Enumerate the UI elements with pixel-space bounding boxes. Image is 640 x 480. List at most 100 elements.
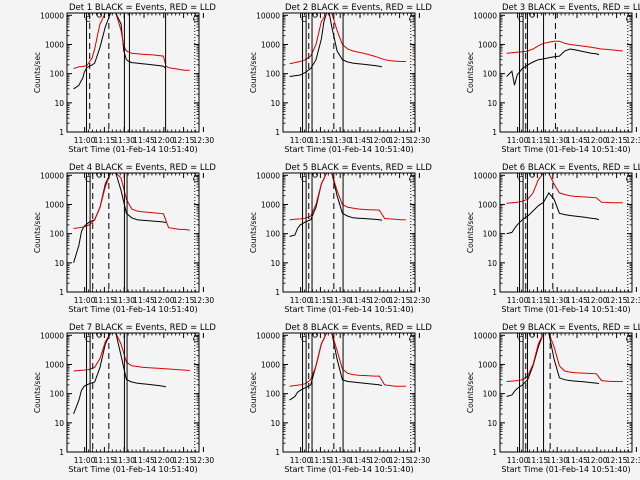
x-tick-label: 11:15 xyxy=(94,136,116,145)
x-tick-label: 11:45 xyxy=(566,456,588,465)
lld-series-line xyxy=(506,173,623,204)
y-tick-label: 1000 xyxy=(45,200,64,209)
x-axis-label: Start Time (01-Feb-14 10:51:40) xyxy=(68,145,197,154)
lld-series-line xyxy=(506,40,623,54)
y-tick-label: 10 xyxy=(487,99,497,108)
x-tick-label: 11:15 xyxy=(310,456,332,465)
y-tick-label: 1 xyxy=(492,448,497,457)
x-axis-label: Start Time (01-Feb-14 10:51:40) xyxy=(501,465,630,474)
y-tick-label: 1 xyxy=(59,128,64,137)
x-tick-label: 11:00 xyxy=(290,136,312,145)
detector-panel: Det 4 BLACK = Events, RED = LLD C C 1 10 100 1… xyxy=(33,163,216,314)
x-axis-label: Start Time (01-Feb-14 10:51:40) xyxy=(284,145,413,154)
y-tick-label: 1 xyxy=(275,448,280,457)
y-tick-label: 10000 xyxy=(473,171,497,180)
c-marker-label: C xyxy=(626,15,632,24)
y-axis-label: Counts/sec xyxy=(466,212,475,253)
x-tick-label: 12:15 xyxy=(173,456,195,465)
panel-title: Det 3 BLACK = Events, RED = LLD xyxy=(502,3,640,13)
series-group xyxy=(289,173,406,237)
x-tick-label: 12:30 xyxy=(409,136,431,145)
detector-panel: Det 8 BLACK = Events, RED = LLD C C 1 10 100 1… xyxy=(249,323,432,474)
panel-frame xyxy=(66,172,200,293)
y-tick-label: 1 xyxy=(275,128,280,137)
x-tick-label: 11:00 xyxy=(507,136,529,145)
y-axis-label: Counts/sec xyxy=(33,52,42,93)
detector-panel: Det 9 BLACK = Events, RED = LLD C C 1 10 100 1… xyxy=(466,323,640,474)
x-tick-label: 12:00 xyxy=(369,136,391,145)
y-axis-label: Counts/sec xyxy=(33,372,42,413)
x-tick-label: 11:00 xyxy=(290,456,312,465)
panel-frame xyxy=(499,332,633,453)
x-tick-label: 12:15 xyxy=(389,136,411,145)
x-tick-label: 11:45 xyxy=(349,136,371,145)
panel-title: Det 1 BLACK = Events, RED = LLD xyxy=(69,3,216,13)
y-tick-label: 100 xyxy=(266,390,281,399)
x-tick-label: 12:00 xyxy=(153,456,175,465)
series-group xyxy=(289,333,406,401)
detector-panel: Det 5 BLACK = Events, RED = LLD C C 1 10 100 1… xyxy=(249,163,432,314)
x-tick-label: 11:15 xyxy=(527,456,549,465)
x-tick-label: 12:30 xyxy=(409,456,431,465)
c-marker-label: C xyxy=(301,175,307,184)
y-tick-label: 1 xyxy=(275,288,280,297)
series-group xyxy=(289,13,406,77)
x-axis-label: Start Time (01-Feb-14 10:51:40) xyxy=(284,465,413,474)
y-tick-label: 10 xyxy=(270,419,280,428)
series-group xyxy=(506,173,623,235)
panel-title: Det 6 BLACK = Events, RED = LLD xyxy=(502,163,640,173)
c-marker-label: C xyxy=(409,175,415,184)
y-tick-label: 1 xyxy=(492,128,497,137)
x-tick-label: 11:45 xyxy=(349,456,371,465)
panel-frame xyxy=(499,12,633,133)
x-tick-label: 11:30 xyxy=(546,136,568,145)
c-marker-label: C xyxy=(409,335,415,344)
y-tick-label: 1000 xyxy=(45,360,64,369)
events-series-line xyxy=(73,333,167,415)
events-series-line xyxy=(289,173,383,237)
detector-panel: Det 7 BLACK = Events, RED = LLD C C 1 10 100 1… xyxy=(33,323,216,474)
lld-series-line xyxy=(73,333,190,372)
x-tick-label: 12:00 xyxy=(369,456,391,465)
y-tick-label: 10000 xyxy=(256,171,280,180)
x-tick-label: 11:45 xyxy=(349,296,371,305)
x-tick-label: 12:00 xyxy=(369,296,391,305)
c-marker-label: C xyxy=(85,175,91,184)
x-tick-label: 11:15 xyxy=(310,136,332,145)
lld-series-line xyxy=(506,333,623,382)
c-marker-label: C xyxy=(518,175,524,184)
y-tick-label: 100 xyxy=(483,70,498,79)
y-tick-label: 10000 xyxy=(256,331,280,340)
y-tick-label: 10000 xyxy=(473,331,497,340)
c-marker-label: C xyxy=(301,335,307,344)
y-axis-label: Counts/sec xyxy=(466,52,475,93)
y-tick-label: 10 xyxy=(270,259,280,268)
y-axis-label: Counts/sec xyxy=(33,212,42,253)
y-tick-label: 1000 xyxy=(45,40,64,49)
lld-series-line xyxy=(289,13,406,65)
series-group xyxy=(506,333,623,397)
events-series-line xyxy=(506,333,600,397)
events-series-line xyxy=(289,333,383,401)
x-tick-label: 11:30 xyxy=(546,296,568,305)
y-tick-label: 1 xyxy=(492,288,497,297)
y-tick-label: 10 xyxy=(54,419,64,428)
y-axis-label: Counts/sec xyxy=(466,372,475,413)
detector-panel: Det 1 BLACK = Events, RED = LLD C C 1 10 100 1… xyxy=(33,3,216,154)
x-tick-label: 12:30 xyxy=(409,296,431,305)
panel-frame xyxy=(282,12,416,133)
c-marker-label: C xyxy=(193,175,199,184)
c-marker-label: C xyxy=(518,15,524,24)
x-axis-label: Start Time (01-Feb-14 10:51:40) xyxy=(284,305,413,314)
x-tick-label: 11:00 xyxy=(74,456,96,465)
series-group xyxy=(73,333,190,415)
x-tick-label: 11:30 xyxy=(113,456,135,465)
x-tick-label: 12:15 xyxy=(606,296,628,305)
x-tick-label: 11:30 xyxy=(546,456,568,465)
y-tick-label: 100 xyxy=(50,230,65,239)
lld-series-line xyxy=(73,13,190,71)
panel-frame xyxy=(282,172,416,293)
y-tick-label: 10 xyxy=(487,419,497,428)
c-marker-label: C xyxy=(85,15,91,24)
x-tick-label: 11:00 xyxy=(507,456,529,465)
